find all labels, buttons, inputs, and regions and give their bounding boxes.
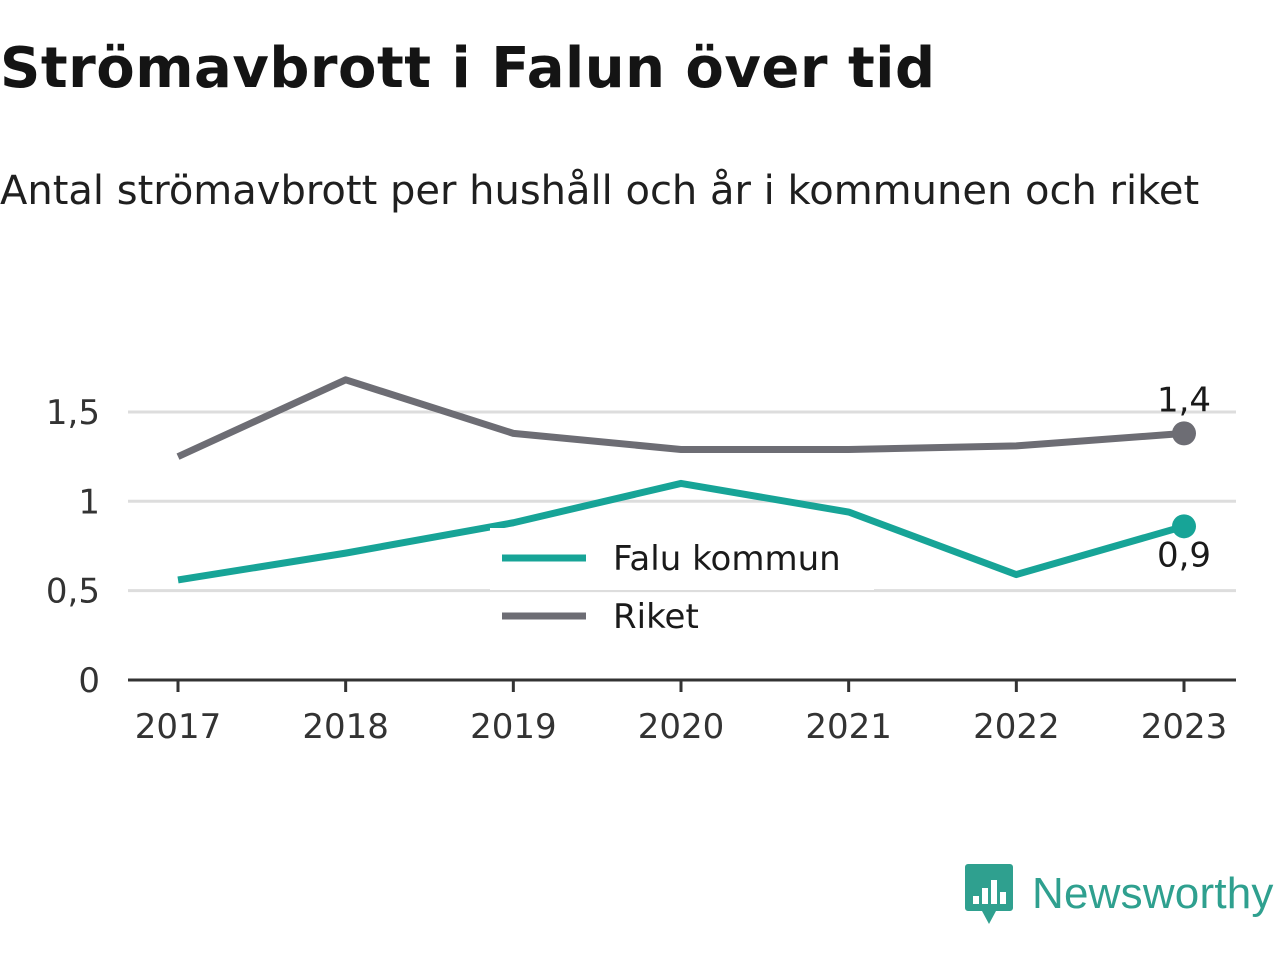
gridlines — [128, 410, 1236, 593]
newsworthy-logo: Newsworthy — [964, 862, 1274, 926]
chart-title: Strömavbrott i Falun över tid — [0, 36, 936, 101]
x-tick-label: 2021 — [805, 707, 892, 747]
legend-label: Riket — [613, 597, 699, 637]
x-tick-label: 2017 — [135, 707, 222, 747]
y-axis-ticks: 0 0,5 1 1,5 — [46, 393, 100, 701]
bar-chart-speech-bubble-icon — [965, 864, 1013, 924]
x-tick-label: 2023 — [1141, 707, 1228, 747]
series-lines — [176, 376, 1185, 584]
series-end-markers: 0,9 1,4 — [1157, 380, 1211, 575]
x-tick-label: 2018 — [302, 707, 389, 747]
y-tick-label: 0 — [78, 661, 100, 701]
brand-name: Newsworthy — [1032, 869, 1274, 918]
legend: Falu kommun Riket — [490, 528, 874, 637]
end-value-label: 1,4 — [1157, 380, 1211, 420]
end-marker — [1172, 514, 1196, 539]
x-tick-label: 2019 — [470, 707, 557, 747]
series-line-riket — [176, 376, 1185, 460]
series-line-falu-kommun — [177, 479, 1185, 584]
y-tick-label: 1,5 — [46, 393, 100, 433]
end-value-label: 0,9 — [1157, 535, 1211, 575]
y-tick-label: 0,5 — [46, 572, 100, 612]
x-tick-label: 2022 — [973, 707, 1060, 747]
end-marker — [1172, 421, 1196, 446]
x-axis: 2017 2018 2019 2020 2021 2022 2023 — [128, 678, 1236, 747]
chart-subtitle: Antal strömavbrott per hushåll och år i … — [0, 168, 1200, 214]
y-tick-label: 1 — [78, 482, 100, 522]
legend-label: Falu kommun — [613, 539, 841, 579]
x-tick-label: 2020 — [638, 707, 725, 747]
